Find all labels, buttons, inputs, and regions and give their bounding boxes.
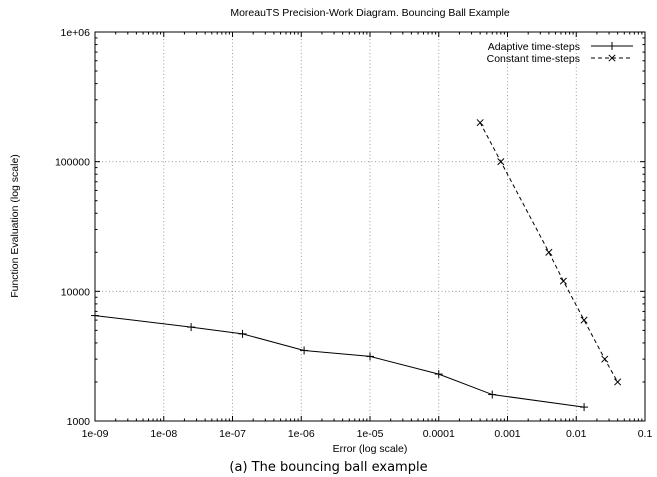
legend-label-adaptive-time-steps: Adaptive time-steps [488, 41, 580, 53]
y-axis-label: Function Evaluation (log scale) [9, 154, 21, 298]
legend-marker-constant-time-steps [608, 54, 616, 62]
figure-caption: (a) The bouncing ball example [229, 460, 428, 475]
x-tick-label: 0.0001 [423, 428, 455, 440]
data-point-adaptive-time-steps [91, 311, 99, 320]
data-point-adaptive-time-steps [238, 329, 247, 338]
series-line-adaptive-time-steps [94, 315, 585, 408]
series-group [91, 119, 622, 412]
data-point-adaptive-time-steps [187, 323, 196, 332]
data-point-adaptive-time-steps [580, 403, 589, 412]
data-point-adaptive-time-steps [366, 352, 374, 361]
data-point-constant-time-steps [545, 248, 553, 256]
x-tick-label: 1e-07 [219, 428, 246, 440]
data-point-constant-time-steps [476, 119, 484, 127]
data-point-constant-time-steps [580, 316, 588, 324]
y-tick-label: 1000 [67, 416, 91, 428]
y-tick-label: 10000 [61, 286, 90, 298]
data-point-constant-time-steps [614, 378, 622, 386]
chart-title: MoreauTS Precision-Work Diagram. Bouncin… [230, 7, 509, 19]
plot-area-frame [94, 31, 646, 422]
data-point-constant-time-steps [559, 277, 567, 285]
x-tick-label: 0.001 [494, 428, 520, 440]
x-tick-label: 0.1 [638, 428, 653, 440]
data-point-constant-time-steps [497, 158, 505, 166]
axis-ticks: 1e-09 1e-08 1e-07 1e-06 1e-05 0.0001 0.001 0.01… [55, 27, 652, 440]
x-tick-label: 0.01 [566, 428, 587, 440]
legend-marker-adaptive-time-steps [608, 42, 616, 50]
x-tick-label: 1e-09 [82, 428, 109, 440]
y-tick-label: 1e+06 [61, 27, 91, 39]
data-point-adaptive-time-steps [434, 370, 443, 379]
data-point-adaptive-time-steps [300, 346, 309, 355]
y-tick-label: 100000 [55, 157, 90, 169]
grid [95, 32, 645, 421]
x-tick-label: 1e-08 [150, 428, 177, 440]
legend-label-constant-time-steps: Constant time-steps [487, 53, 580, 65]
x-tick-label: 1e-06 [288, 428, 315, 440]
x-axis-label: Error (log scale) [333, 443, 408, 455]
data-point-constant-time-steps [601, 355, 609, 363]
data-point-adaptive-time-steps [488, 390, 497, 399]
x-tick-label: 1e-05 [357, 428, 384, 440]
